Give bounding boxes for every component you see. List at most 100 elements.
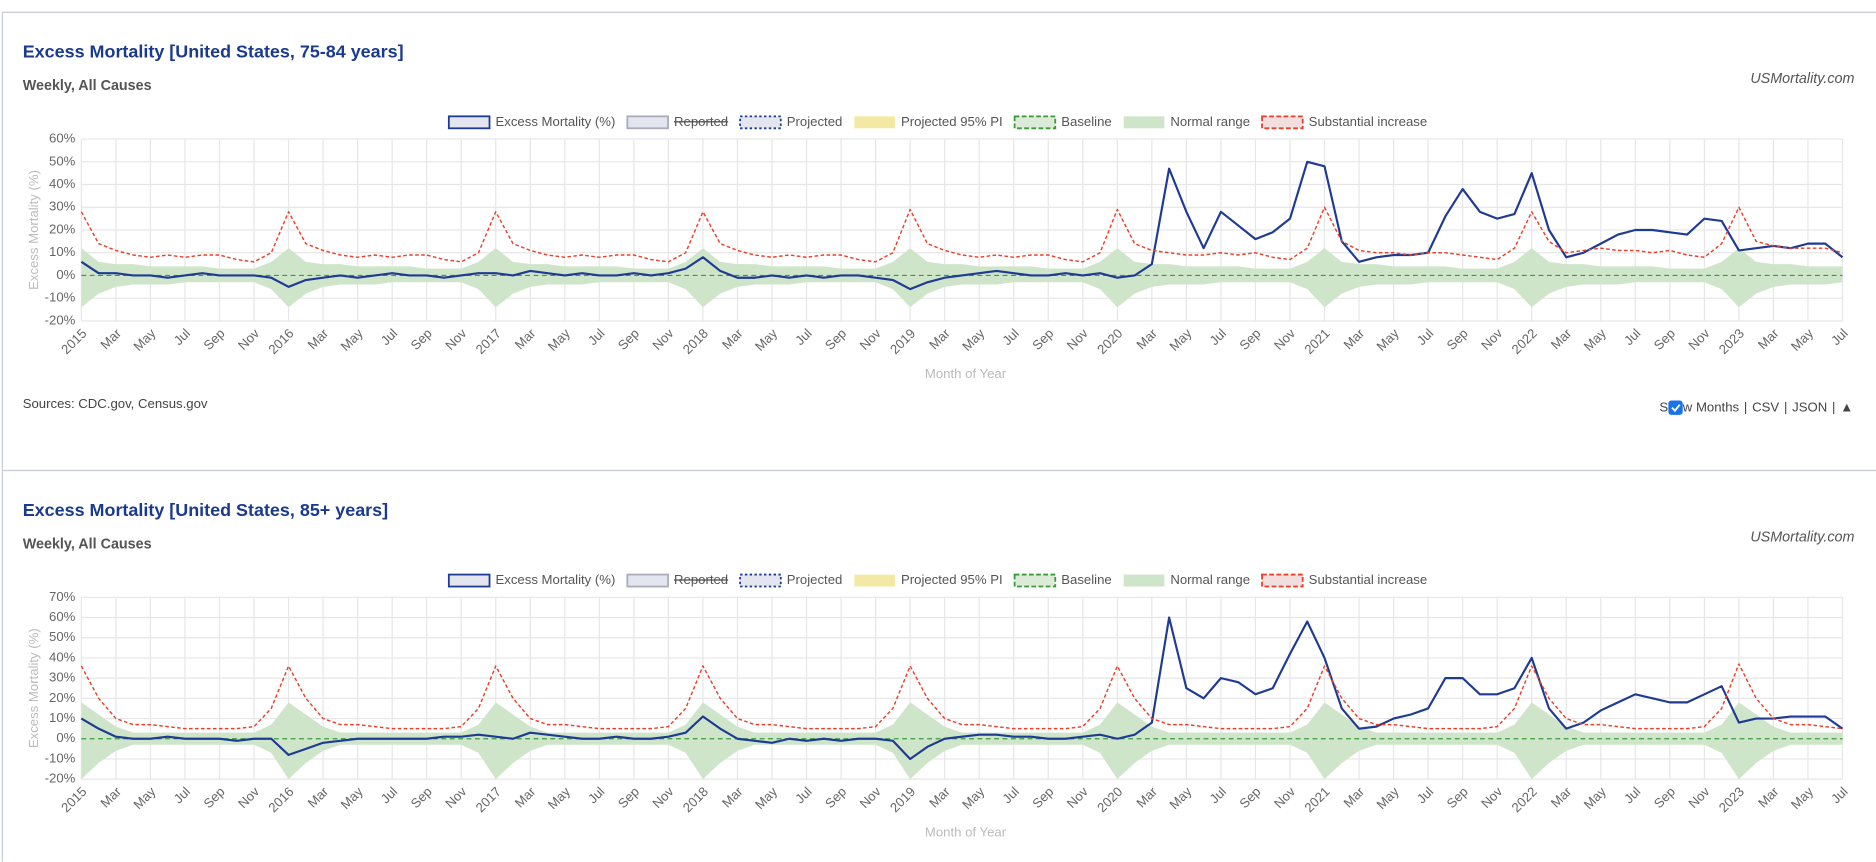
x-tick-label: May [1788, 784, 1816, 812]
x-tick-label: Sep [1444, 784, 1471, 811]
x-tick-label: Sep [615, 326, 642, 353]
legend-swatch [626, 115, 669, 130]
links: Show Months | CSV | JSON | ▲ [1659, 400, 1853, 415]
x-tick-label: Sep [408, 326, 435, 353]
excess-line [80, 160, 1844, 291]
x-tick-label: May [338, 784, 366, 812]
x-tick-label: Mar [305, 783, 332, 810]
checkmark [1671, 404, 1681, 413]
x-tick-label: 2021 [1301, 326, 1332, 357]
x-tick-label: Mar [719, 783, 746, 810]
x-tick-label: Mar [926, 325, 953, 352]
link[interactable]: ▲ [1840, 400, 1853, 415]
x-tick-label: Sep [822, 784, 849, 811]
x-tick-label: 2015 [58, 326, 89, 357]
x-tick-label: 2018 [680, 326, 711, 357]
x-tick-label: Nov [1478, 325, 1505, 352]
threshold-line [80, 663, 1843, 730]
threshold-line [80, 206, 1843, 263]
y-tick-label: 40% [49, 176, 76, 191]
x-tick-label: Jul [1621, 784, 1644, 807]
legend-label[interactable]: Normal range [1170, 114, 1250, 129]
x-tick-label: Nov [442, 325, 469, 352]
legend-swatch [1013, 115, 1057, 130]
site-credit: USMortality.com [1750, 529, 1854, 545]
x-tick-label: Sep [200, 784, 227, 811]
legend-label[interactable]: Projected [787, 114, 843, 129]
x-tick-label: 2016 [265, 326, 296, 357]
x-tick-label: Sep [822, 326, 849, 353]
x-tick-label: Jul [585, 784, 608, 807]
excess-line [80, 616, 1844, 761]
x-tick-label: Jul [1828, 784, 1851, 807]
checkbox[interactable] [1668, 400, 1683, 415]
legend-swatch [739, 573, 782, 588]
x-tick-label: May [545, 784, 573, 812]
legend-label[interactable]: Excess Mortality (%) [495, 572, 615, 587]
x-tick-label: May [1166, 784, 1194, 812]
y-axis-title: Excess Mortality (%) [26, 170, 41, 290]
x-tick-label: May [1581, 784, 1609, 812]
legend-swatch [1013, 573, 1057, 588]
x-tick-label: 2019 [887, 326, 918, 357]
x-tick-label: May [130, 784, 158, 812]
y-tick-label: 10% [49, 710, 76, 725]
legend-swatch [739, 115, 782, 130]
legend-label[interactable]: Reported [674, 572, 728, 587]
x-tick-label: Nov [1685, 784, 1712, 811]
legend-label[interactable]: Normal range [1170, 572, 1250, 587]
link[interactable]: JSON [1792, 400, 1827, 415]
x-tick-label: Sep [1651, 326, 1678, 353]
link[interactable]: CSV [1752, 400, 1779, 415]
x-tick-label: Jul [792, 326, 815, 349]
x-tick-label: May [1374, 325, 1402, 353]
y-tick-label: -10% [45, 750, 76, 765]
x-tick-label: 2021 [1301, 784, 1332, 815]
x-tick-label: Mar [926, 783, 953, 810]
legend-label[interactable]: Projected 95% PI [901, 114, 1003, 129]
x-tick-label: May [338, 325, 366, 353]
legend-swatch [626, 573, 669, 588]
x-tick-label: 2017 [473, 784, 504, 815]
chart-subtitle: Weekly, All Causes [23, 536, 152, 552]
legend-label[interactable]: Baseline [1061, 114, 1111, 129]
x-tick-label: Nov [1064, 325, 1091, 352]
legend-label[interactable]: Baseline [1061, 572, 1111, 587]
x-tick-label: Mar [1133, 325, 1160, 352]
x-tick-label: 2020 [1094, 784, 1125, 815]
x-tick-label: May [1788, 325, 1816, 353]
x-tick-label: Nov [235, 325, 262, 352]
legend-label[interactable]: Reported [674, 114, 728, 129]
x-tick-label: 2022 [1509, 784, 1540, 815]
x-axis-title: Month of Year [925, 824, 1007, 839]
legend-label[interactable]: Substantial increase [1309, 572, 1427, 587]
x-tick-label: Mar [1548, 783, 1575, 810]
x-tick-label: Nov [1271, 784, 1298, 811]
legend-label[interactable]: Excess Mortality (%) [495, 114, 615, 129]
legend-label[interactable]: Projected 95% PI [901, 572, 1003, 587]
chart-title: Excess Mortality [United States, 75-84 y… [23, 42, 404, 62]
x-tick-label: Jul [171, 784, 194, 807]
link-separator: | [1832, 400, 1835, 415]
y-tick-label: 10% [49, 244, 76, 259]
sources: Sources: CDC.gov, Census.gov [23, 396, 208, 411]
y-tick-label: 50% [49, 629, 76, 644]
x-tick-label: Jul [1414, 784, 1437, 807]
y-tick-label: 20% [49, 690, 76, 705]
x-tick-label: Jul [999, 784, 1022, 807]
legend-label[interactable]: Projected [787, 572, 843, 587]
legend-swatch [1123, 116, 1165, 129]
x-tick-label: May [130, 325, 158, 353]
x-tick-label: Jul [1207, 784, 1230, 807]
x-tick-label: Nov [442, 784, 469, 811]
y-axis-title: Excess Mortality (%) [26, 628, 41, 748]
chart: Excess Mortality [United States, 85+ yea… [23, 500, 1855, 840]
legend-label[interactable]: Substantial increase [1309, 114, 1427, 129]
y-tick-label: 60% [49, 609, 76, 624]
normal-range [81, 248, 1843, 308]
x-tick-label: Nov [857, 784, 884, 811]
x-tick-label: May [1374, 784, 1402, 812]
y-tick-label: 50% [49, 153, 76, 168]
legend: Excess Mortality (%) Reported Projected Pro… [447, 114, 1427, 130]
